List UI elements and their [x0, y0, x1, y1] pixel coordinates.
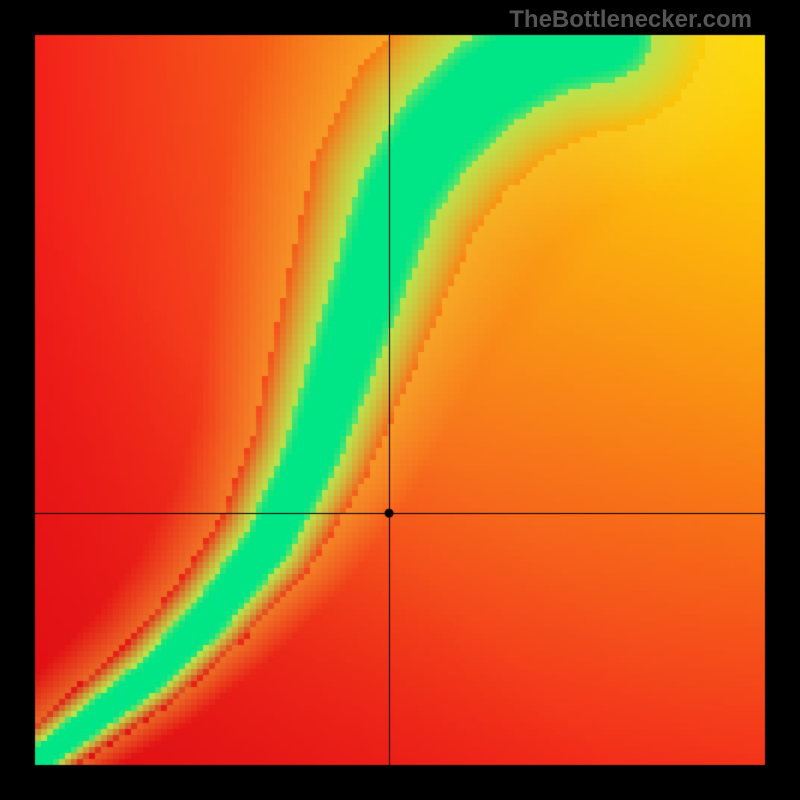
heatmap-canvas: [0, 0, 800, 800]
chart-container: TheBottlenecker.com: [0, 0, 800, 800]
